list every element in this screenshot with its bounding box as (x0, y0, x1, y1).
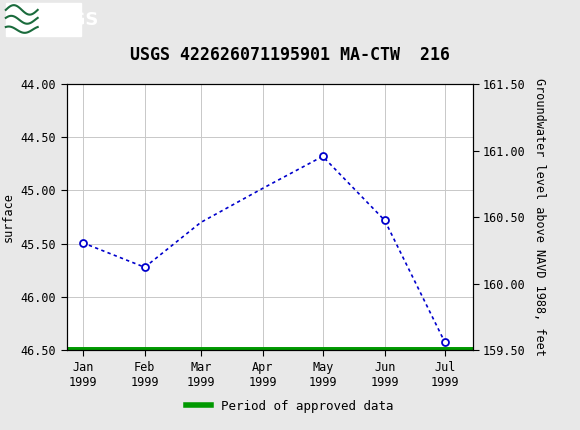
Y-axis label: Depth to water level, feet below land
surface: Depth to water level, feet below land su… (0, 85, 15, 349)
FancyBboxPatch shape (6, 3, 81, 37)
Text: USGS: USGS (44, 11, 99, 29)
Y-axis label: Groundwater level above NAVD 1988, feet: Groundwater level above NAVD 1988, feet (533, 78, 546, 356)
Legend: Period of approved data: Period of approved data (181, 395, 399, 418)
Text: USGS 422626071195901 MA-CTW  216: USGS 422626071195901 MA-CTW 216 (130, 46, 450, 64)
